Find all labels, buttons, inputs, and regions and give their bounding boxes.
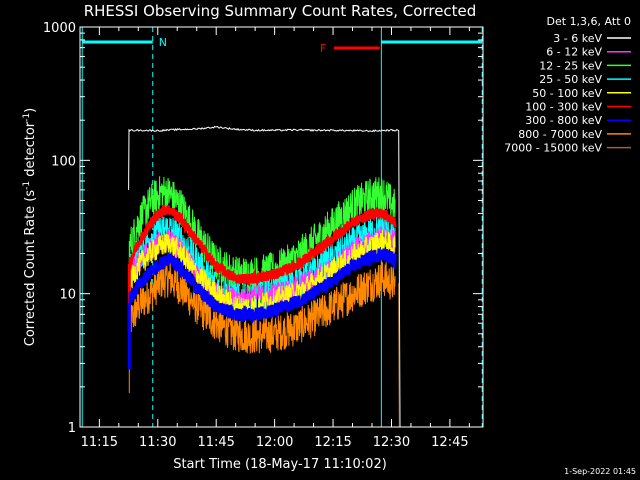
y-axis-label-main: Corrected Count Rate (s bbox=[23, 190, 38, 347]
x-tick-label: 12:30 bbox=[373, 435, 410, 450]
y-axis-label-sup2: -1 bbox=[22, 113, 32, 122]
series-line bbox=[128, 125, 401, 428]
y-axis-label-sup1: -1 bbox=[22, 181, 32, 190]
legend-entry-label: 6 - 12 keV bbox=[546, 46, 602, 59]
legend-entry-label: 50 - 100 keV bbox=[532, 87, 602, 100]
y-axis-label-mid: detector bbox=[23, 121, 38, 181]
legend-entry-label: 100 - 300 keV bbox=[525, 101, 602, 114]
legend-entry-label: 300 - 800 keV bbox=[525, 114, 602, 127]
x-tick-label: 11:30 bbox=[139, 435, 176, 450]
x-tick-label: 11:15 bbox=[81, 435, 118, 450]
y-axis-label: Corrected Count Rate (s-1 detector-1) bbox=[22, 108, 38, 346]
series-line bbox=[127, 248, 397, 370]
x-tick-label: 12:45 bbox=[431, 435, 468, 450]
legend-entry-label: 7000 - 15000 keV bbox=[504, 142, 602, 155]
x-tick-label: 12:00 bbox=[256, 435, 293, 450]
x-axis: 11:15 11:30 11:45 12:00 12:15 12:30 12:45 bbox=[81, 27, 470, 450]
x-tick-label: 11:45 bbox=[197, 435, 234, 450]
y-axis: 1 10 100 1000 bbox=[43, 21, 483, 436]
y-tick-label: 1 bbox=[68, 421, 76, 436]
night-annotation: N bbox=[159, 36, 167, 49]
y-axis-label-end: ) bbox=[23, 108, 38, 113]
x-axis-label: Start Time (18-May-17 11:10:02) bbox=[173, 457, 387, 472]
legend-entry-label: 12 - 25 keV bbox=[539, 59, 602, 72]
series-line bbox=[128, 176, 396, 318]
chart-title: RHESSI Observing Summary Count Rates, Co… bbox=[84, 2, 477, 20]
series-line bbox=[127, 205, 397, 333]
legend-entry-label: 800 - 7000 keV bbox=[518, 128, 602, 141]
y-tick-label: 100 bbox=[51, 154, 76, 169]
flare-annotation: F bbox=[320, 42, 326, 55]
series-line bbox=[128, 260, 396, 393]
legend-header: Det 1,3,6, Att 0 bbox=[547, 15, 631, 28]
legend-entry-label: 3 - 6 keV bbox=[553, 32, 602, 45]
y-tick-label: 10 bbox=[59, 288, 76, 303]
y-tick-label: 1000 bbox=[43, 21, 76, 36]
plot-frame bbox=[79, 26, 484, 428]
timestamp: 1-Sep-2022 01:45 bbox=[564, 467, 636, 476]
x-tick-label: 12:15 bbox=[314, 435, 351, 450]
legend-entry-label: 25 - 50 keV bbox=[539, 73, 602, 86]
